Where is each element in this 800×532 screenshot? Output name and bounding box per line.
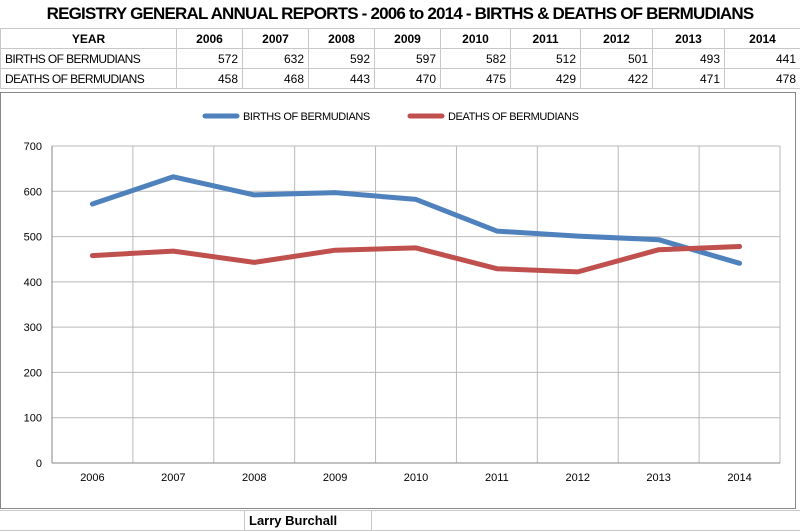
- table-cell[interactable]: 592: [308, 48, 375, 69]
- x-tick-label: 2014: [727, 472, 751, 484]
- row-label[interactable]: BIRTHS OF BERMUDIANS: [0, 48, 177, 69]
- table-cell[interactable]: 501: [580, 48, 653, 69]
- table-cell[interactable]: 493: [652, 48, 725, 69]
- x-tick-label: 2010: [404, 472, 428, 484]
- table-cell[interactable]: 422: [580, 68, 653, 89]
- table-cell[interactable]: 471: [652, 68, 725, 89]
- header-cell[interactable]: 2012: [580, 28, 653, 49]
- x-tick-label: 2009: [323, 472, 347, 484]
- table-cell[interactable]: 478: [724, 68, 800, 89]
- header-cell[interactable]: 2011: [510, 28, 581, 49]
- y-tick-label: 200: [24, 367, 42, 379]
- report-title: REGISTRY GENERAL ANNUAL REPORTS - 2006 t…: [0, 0, 800, 29]
- y-tick-label: 400: [24, 277, 42, 289]
- table-cell[interactable]: 582: [440, 48, 511, 69]
- header-cell[interactable]: 2008: [308, 28, 375, 49]
- table-cell[interactable]: 468: [242, 68, 309, 89]
- x-tick-label: 2008: [242, 472, 266, 484]
- legend-label: DEATHS OF BERMUDIANS: [448, 111, 579, 123]
- table-cell[interactable]: 597: [374, 48, 441, 69]
- table-cell[interactable]: 458: [176, 68, 243, 89]
- x-tick-label: 2007: [161, 472, 185, 484]
- header-cell[interactable]: 2007: [242, 28, 309, 49]
- table-cell[interactable]: 441: [724, 48, 800, 69]
- footer-row: [0, 510, 800, 531]
- header-cell[interactable]: 2013: [652, 28, 725, 49]
- header-cell[interactable]: 2014: [724, 28, 800, 49]
- y-tick-label: 600: [24, 186, 42, 198]
- series-line-births: [89, 174, 743, 266]
- x-tick-label: 2013: [646, 472, 670, 484]
- header-cell[interactable]: 2010: [440, 28, 511, 49]
- y-tick-label: 700: [24, 141, 42, 153]
- table-cell[interactable]: 572: [176, 48, 243, 69]
- table-header-row: YEAR 2006 2007 2008 2009 2010 2011 2012 …: [0, 28, 800, 49]
- line-chart: 0 100 200 300 400 500 600 700 2006 2007 2008 2009 20…: [24, 111, 781, 484]
- y-tick-label: 500: [24, 232, 42, 244]
- author-credit[interactable]: Larry Burchall: [244, 510, 372, 531]
- header-cell[interactable]: YEAR: [0, 28, 177, 49]
- table-cell[interactable]: 512: [510, 48, 581, 69]
- header-cell[interactable]: 2009: [374, 28, 441, 49]
- legend-label: BIRTHS OF BERMUDIANS: [243, 111, 370, 123]
- header-cell[interactable]: 2006: [176, 28, 243, 49]
- x-tick-label: 2012: [566, 472, 590, 484]
- table-cell[interactable]: 475: [440, 68, 511, 89]
- table-cell[interactable]: 429: [510, 68, 581, 89]
- table-row-births: BIRTHS OF BERMUDIANS 572 632 592 597 582…: [0, 48, 800, 69]
- x-tick-label: 2006: [80, 472, 104, 484]
- y-tick-label: 0: [36, 458, 42, 470]
- table-cell[interactable]: 470: [374, 68, 441, 89]
- y-tick-label: 300: [24, 322, 42, 334]
- x-tick-label: 2011: [485, 472, 509, 484]
- table-cell[interactable]: 443: [308, 68, 375, 89]
- data-table: YEAR 2006 2007 2008 2009 2010 2011 2012 …: [0, 28, 800, 89]
- y-tick-label: 100: [24, 413, 42, 425]
- table-cell[interactable]: 632: [242, 48, 309, 69]
- series-line-deaths: [89, 244, 743, 275]
- table-row-deaths: DEATHS OF BERMUDIANS 458 468 443 470 475…: [0, 68, 800, 89]
- row-label[interactable]: DEATHS OF BERMUDIANS: [0, 68, 177, 89]
